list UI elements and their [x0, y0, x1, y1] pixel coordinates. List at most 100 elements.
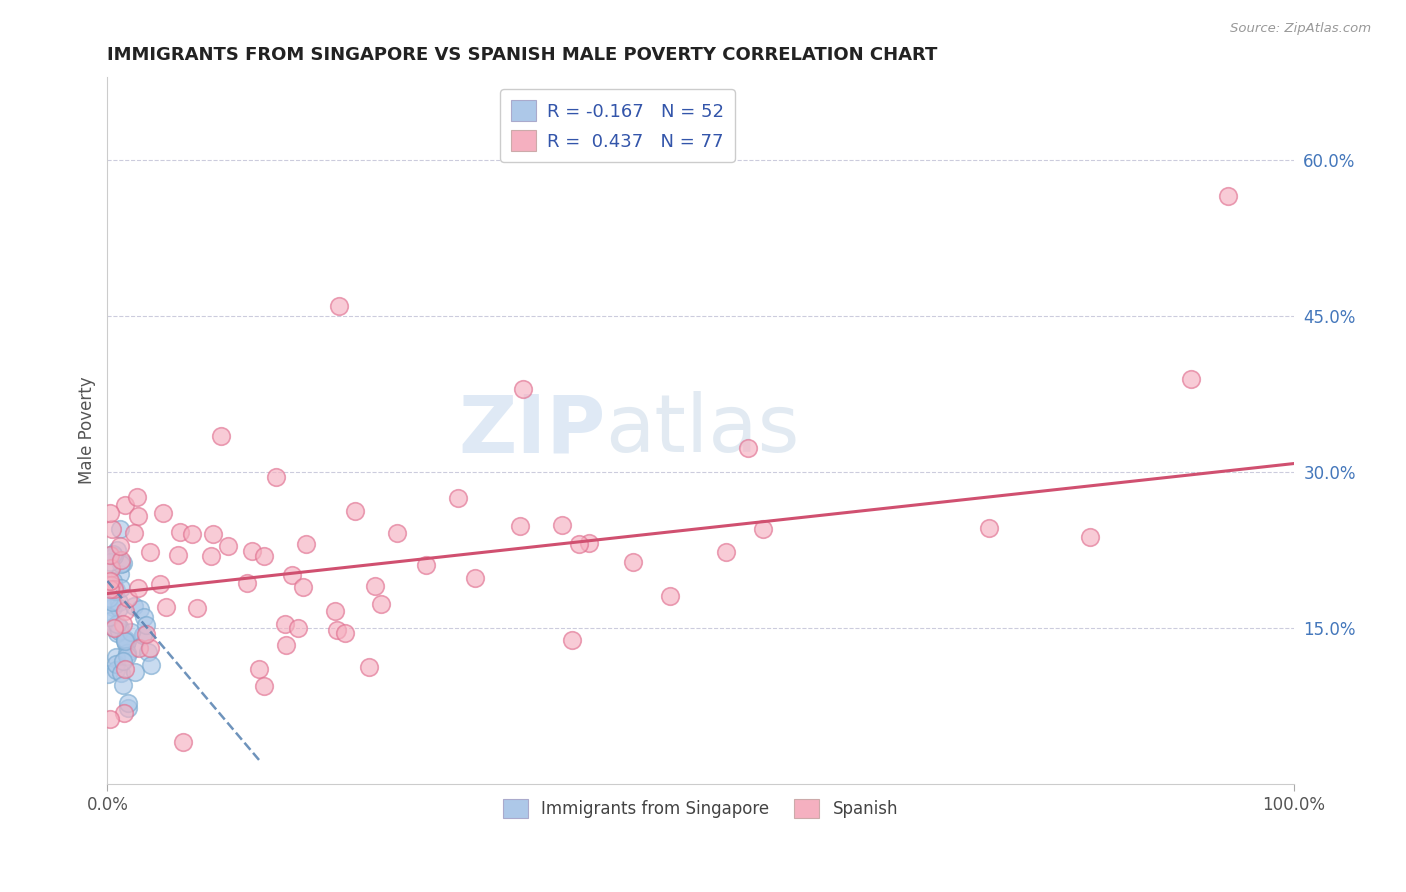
Point — [578, 536, 600, 550]
Point — [124, 665, 146, 679]
Point — [105, 657, 128, 672]
Point — [115, 633, 138, 648]
Point — [139, 640, 162, 655]
Point — [253, 549, 276, 563]
Point — [98, 506, 121, 520]
Point — [114, 632, 136, 647]
Point — [108, 619, 131, 633]
Text: Source: ZipAtlas.com: Source: ZipAtlas.com — [1230, 22, 1371, 36]
Point — [977, 521, 1000, 535]
Point — [141, 657, 163, 672]
Point — [551, 518, 574, 533]
Point — [447, 491, 470, 506]
Point — [752, 522, 775, 536]
Point — [200, 549, 222, 564]
Point — [209, 429, 232, 443]
Point — [98, 582, 121, 596]
Point — [152, 506, 174, 520]
Point — [127, 491, 149, 505]
Point — [1078, 530, 1101, 544]
Point — [114, 604, 136, 618]
Point — [103, 574, 125, 589]
Point — [98, 614, 121, 628]
Point — [114, 632, 136, 646]
Point — [129, 602, 152, 616]
Point — [103, 549, 125, 564]
Point — [181, 526, 204, 541]
Point — [274, 638, 297, 652]
Point — [273, 617, 295, 632]
Point — [325, 623, 347, 637]
Point — [512, 382, 534, 396]
Point — [110, 558, 132, 572]
Point — [561, 632, 583, 647]
Point — [127, 581, 149, 595]
Point — [101, 548, 124, 562]
Point — [172, 735, 194, 749]
Point — [134, 610, 156, 624]
Text: ZIP: ZIP — [458, 392, 606, 469]
Point — [103, 584, 125, 599]
Point — [100, 523, 122, 537]
Point — [108, 595, 131, 609]
Point — [149, 577, 172, 591]
Point — [509, 519, 531, 533]
Point — [112, 654, 135, 668]
Point — [217, 539, 239, 553]
Point — [115, 646, 138, 660]
Point — [122, 599, 145, 613]
Point — [139, 545, 162, 559]
Point — [120, 624, 142, 639]
Text: atlas: atlas — [606, 392, 800, 469]
Point — [104, 650, 127, 665]
Point — [281, 567, 304, 582]
Point — [264, 470, 287, 484]
Point — [117, 591, 139, 605]
Point — [97, 591, 120, 605]
Point — [127, 509, 149, 524]
Point — [169, 524, 191, 539]
Point — [100, 560, 122, 574]
Point — [103, 582, 125, 596]
Point — [335, 626, 357, 640]
Point — [98, 549, 121, 563]
Point — [1218, 189, 1240, 203]
Point — [344, 504, 367, 518]
Point — [128, 641, 150, 656]
Point — [108, 622, 131, 636]
Point — [110, 665, 132, 680]
Point — [186, 600, 208, 615]
Point — [737, 441, 759, 455]
Point — [114, 662, 136, 676]
Point — [253, 679, 276, 693]
Point — [295, 537, 318, 551]
Point — [1180, 372, 1202, 386]
Legend: Immigrants from Singapore, Spanish: Immigrants from Singapore, Spanish — [496, 792, 905, 825]
Point — [115, 637, 138, 651]
Point — [122, 641, 145, 656]
Point — [97, 610, 120, 624]
Point — [105, 617, 128, 632]
Point — [136, 645, 159, 659]
Point — [364, 578, 387, 592]
Point — [117, 701, 139, 715]
Point — [103, 619, 125, 633]
Point — [112, 556, 135, 570]
Point — [101, 600, 124, 615]
Point — [110, 581, 132, 595]
Point — [110, 553, 132, 567]
Point — [385, 525, 408, 540]
Point — [98, 574, 121, 588]
Point — [97, 667, 120, 681]
Point — [98, 712, 121, 726]
Point — [291, 580, 314, 594]
Point — [236, 576, 259, 591]
Point — [114, 706, 136, 720]
Point — [114, 633, 136, 648]
Point — [464, 571, 486, 585]
Point — [98, 555, 121, 569]
Y-axis label: Male Poverty: Male Poverty — [79, 376, 96, 484]
Point — [107, 601, 129, 615]
Point — [110, 566, 132, 581]
Point — [117, 696, 139, 710]
